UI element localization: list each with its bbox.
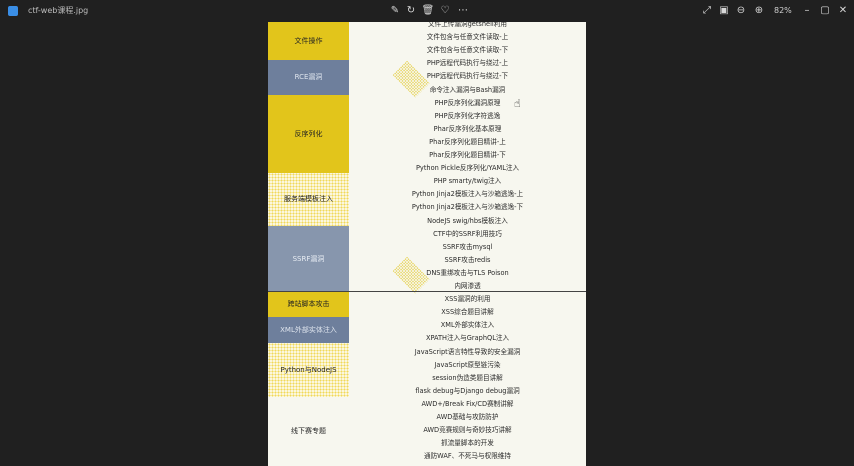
course-item: 通防WAF、不死马与权限维持 bbox=[424, 452, 511, 461]
category-label: XML外部实体注入 bbox=[280, 325, 337, 334]
close-icon[interactable]: ✕ bbox=[838, 5, 848, 16]
course-item: Python Pickle反序列化/YAML注入 bbox=[415, 164, 520, 173]
course-item: 文件上传漏洞getshell利用 bbox=[428, 22, 507, 28]
course-item: NodeJS swig/hbs模板注入 bbox=[427, 216, 508, 225]
category-label: 反序列化 bbox=[294, 129, 323, 138]
course-item: AWD+/Break Fix/CD赛制讲解 bbox=[421, 399, 514, 408]
category-label: SSRF漏洞 bbox=[292, 254, 325, 263]
category-offline-competition: 线下赛专题 bbox=[268, 397, 349, 466]
category-rce: RCE漏洞 bbox=[268, 60, 349, 95]
maximize-icon[interactable]: ▢ bbox=[820, 5, 830, 16]
category-label: Python与NodeJS bbox=[280, 365, 337, 374]
category-label: 跨站脚本攻击 bbox=[287, 300, 330, 308]
course-item: Python Jinja2模板注入与沙箱逃逸-下 bbox=[411, 203, 524, 212]
photos-app-icon bbox=[8, 6, 18, 16]
course-item: 内网渗透 bbox=[454, 282, 481, 290]
course-item: SSRF攻击mysql bbox=[442, 242, 493, 251]
category-label: 线下赛专题 bbox=[291, 427, 326, 435]
course-item: SSRF攻击redis bbox=[444, 255, 491, 264]
category-deserialization: 反序列化 bbox=[268, 95, 349, 173]
course-item: 命令注入漏洞与Bash漏洞 bbox=[429, 85, 506, 94]
course-item: XSS漏洞的利用 bbox=[444, 295, 491, 304]
category-label: 服务端模板注入 bbox=[284, 195, 333, 203]
course-item: PHP smarty/twig注入 bbox=[433, 177, 502, 186]
zoom-in-icon[interactable]: ⊕ bbox=[754, 5, 764, 16]
course-item: Phar反序列化题目精讲-下 bbox=[429, 151, 506, 159]
zoom-level[interactable]: 82% bbox=[774, 6, 792, 15]
category-column: 文件操作 RCE漏洞 反序列化 服务端模板注入 SSRF漏洞 跨站脚本攻击 XM… bbox=[268, 22, 349, 466]
edit-icon[interactable]: ✎ bbox=[390, 5, 400, 16]
more-icon[interactable]: ⋯ bbox=[458, 5, 468, 16]
course-item: XSS综合题目讲解 bbox=[441, 308, 494, 317]
section-divider bbox=[268, 291, 586, 292]
course-item: AWD基础与攻防防护 bbox=[436, 413, 499, 421]
category-xss: 跨站脚本攻击 bbox=[268, 292, 349, 317]
course-item: CTF中的SSRF利用技巧 bbox=[433, 229, 502, 238]
category-ssti: 服务端模板注入 bbox=[268, 173, 349, 226]
category-label: 文件操作 bbox=[294, 36, 323, 45]
course-item: AWD竞赛规则与奇妙技巧讲解 bbox=[423, 426, 512, 435]
title-bar: ctf-web课程.jpg ✎ ↻ 🗑 ♡ ⋯ ⤢ ▣ ⊖ ⊕ 82% – ▢ … bbox=[0, 0, 854, 22]
course-item: DNS重绑攻击与TLS Poison bbox=[426, 268, 509, 277]
course-item: 抓流量脚本的开发 bbox=[441, 439, 494, 448]
fit-icon[interactable]: ▣ bbox=[719, 5, 729, 16]
category-python-nodejs: Python与NodeJS bbox=[268, 343, 349, 397]
delete-icon[interactable]: 🗑 bbox=[421, 5, 435, 16]
image-viewport[interactable]: 文件操作 RCE漏洞 反序列化 服务端模板注入 SSRF漏洞 跨站脚本攻击 XM… bbox=[268, 22, 586, 466]
course-item: 文件包含与任意文件读取-下 bbox=[426, 46, 509, 55]
rotate-icon[interactable]: ↻ bbox=[406, 5, 416, 16]
course-item: PHP远程代码执行与绕过-上 bbox=[426, 59, 509, 68]
course-item: Phar反序列化题目精讲-上 bbox=[429, 137, 506, 146]
category-xxe: XML外部实体注入 bbox=[268, 317, 349, 343]
course-item: JavaScript原型链污染 bbox=[434, 360, 501, 369]
category-ssrf: SSRF漏洞 bbox=[268, 226, 349, 292]
course-item: Phar反序列化基本原理 bbox=[433, 124, 502, 133]
category-label: RCE漏洞 bbox=[294, 73, 323, 81]
course-item: JavaScript语言特性导致的安全漏洞 bbox=[414, 347, 521, 356]
course-item: XML外部实体注入 bbox=[440, 321, 495, 330]
course-item: Python Jinja2模板注入与沙箱逃逸-上 bbox=[411, 190, 524, 199]
course-item: PHP远程代码执行与绕过-下 bbox=[426, 72, 509, 81]
crop-icon[interactable]: ⤢ bbox=[703, 5, 711, 16]
zoom-out-icon[interactable]: ⊖ bbox=[736, 5, 746, 16]
course-item: XPATH注入与GraphQL注入 bbox=[425, 334, 510, 343]
course-item: 文件包含与任意文件读取-上 bbox=[426, 33, 509, 42]
favorite-icon[interactable]: ♡ bbox=[440, 5, 450, 16]
course-list: 文件上传漏洞getshell利用 文件包含与任意文件读取-上 文件包含与任意文件读取… bbox=[349, 22, 586, 466]
course-item: PHP反序列化漏洞原理 bbox=[434, 98, 501, 107]
course-item: PHP反序列化字符逃逸 bbox=[434, 111, 501, 120]
course-item: session伪造类题目讲解 bbox=[432, 373, 503, 382]
course-item: flask debug与Django debug漏洞 bbox=[415, 386, 520, 395]
category-file-operations: 文件操作 bbox=[268, 22, 349, 60]
minimize-icon[interactable]: – bbox=[804, 5, 810, 16]
hand-cursor-icon: ☝ bbox=[514, 97, 521, 110]
window-title: ctf-web课程.jpg bbox=[28, 6, 89, 15]
